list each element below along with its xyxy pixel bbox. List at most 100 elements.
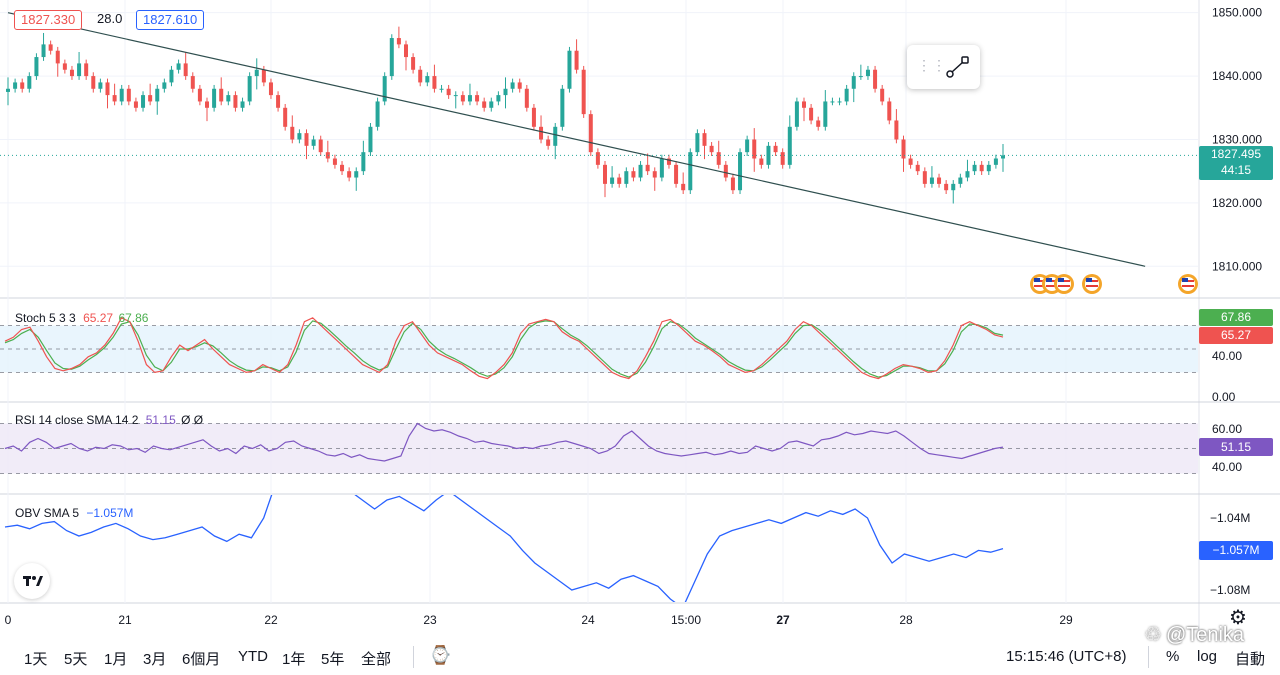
candle-body	[695, 133, 700, 153]
ask-price-tag: 1827.610	[136, 10, 205, 30]
candle-body	[993, 158, 998, 165]
candle-body	[126, 88, 131, 102]
obv-label-row: OBV SMA 5 −1.057M	[15, 506, 133, 520]
candle-body	[581, 69, 586, 115]
candle-body	[809, 107, 814, 121]
candle-body	[745, 139, 750, 153]
obv-axis-label: −1.04M	[1210, 511, 1250, 525]
candle-body	[496, 95, 501, 102]
time-axis-label: 29	[1059, 613, 1073, 627]
candle-body	[482, 101, 487, 108]
candle-body	[979, 164, 984, 172]
rsi-value: 51.15	[145, 413, 176, 427]
candle-body	[69, 69, 74, 77]
candle-body	[389, 38, 394, 77]
candle-body	[240, 101, 245, 108]
candle-body	[41, 44, 46, 58]
us-flag-stripe	[1058, 285, 1070, 287]
log-toggle[interactable]: log	[1197, 648, 1218, 665]
candle-body	[659, 158, 664, 178]
candle-body	[460, 95, 465, 102]
candle-body	[105, 82, 110, 96]
price-axis-label: 1850.000	[1212, 6, 1262, 20]
candle-body	[873, 69, 878, 89]
rsi-extra: Ø Ø	[181, 413, 204, 427]
range-1m[interactable]: 1月	[104, 651, 128, 668]
range-3m[interactable]: 3月	[143, 651, 167, 668]
goto-date-icon[interactable]: ⌚	[429, 645, 452, 665]
candle-body	[773, 145, 778, 153]
candle-body	[524, 88, 529, 108]
candle-body	[304, 133, 309, 146]
bar-countdown: 44:15	[1220, 163, 1252, 177]
range-ytd[interactable]: YTD	[238, 648, 268, 665]
candle-body	[141, 95, 146, 108]
candle-body	[98, 82, 103, 89]
trend-line-tool-icon[interactable]	[943, 52, 973, 82]
clock-readout[interactable]: 15:15:46 (UTC+8)	[1006, 648, 1127, 665]
candle-body	[190, 76, 195, 89]
range-5d[interactable]: 5天	[64, 651, 88, 668]
range-1y[interactable]: 1年	[282, 651, 306, 668]
candle-body	[674, 164, 679, 184]
bottom-toolbar: 1天 5天 1月 3月 6個月 YTD 1年 5年 全部 ⌚ 15:15:46 …	[0, 640, 1280, 675]
candle-body	[503, 88, 508, 96]
time-axis-label: 28	[899, 613, 913, 627]
candle-body	[91, 76, 96, 89]
range-all[interactable]: 全部	[361, 651, 392, 668]
candle-body	[439, 88, 444, 90]
candle-body	[794, 101, 799, 127]
candle-body	[972, 164, 977, 172]
candle-body	[446, 88, 451, 96]
time-axis-label: 0	[5, 613, 12, 627]
candle-body	[929, 177, 934, 184]
us-flag-canton	[1182, 278, 1188, 282]
percent-toggle[interactable]: %	[1166, 648, 1180, 665]
candle-body	[752, 139, 757, 159]
drag-handle-icon[interactable]: ⋮⋮	[917, 57, 947, 73]
candle-body	[27, 76, 32, 89]
stoch-label: Stoch 5 3 3	[15, 311, 76, 325]
candle-body	[553, 126, 558, 146]
us-event-icon	[1082, 274, 1102, 294]
stoch-k-line	[4, 317, 1004, 380]
candle-body	[375, 101, 380, 127]
range-1d[interactable]: 1天	[24, 651, 48, 668]
candle-body	[347, 171, 352, 178]
obv-label: OBV SMA 5	[15, 506, 80, 520]
candle-body	[119, 88, 124, 102]
candle-body	[787, 126, 792, 165]
candle-body	[276, 95, 281, 108]
range-6m[interactable]: 6個月	[182, 651, 221, 668]
candle-body	[475, 95, 480, 102]
tradingview-logo[interactable]	[14, 563, 50, 599]
auto-toggle[interactable]: 自動	[1235, 651, 1266, 668]
candle-body	[62, 63, 67, 70]
candle-body	[425, 76, 430, 83]
range-5y[interactable]: 5年	[321, 651, 345, 668]
drawing-toolbox[interactable]: ⋮⋮	[907, 45, 980, 89]
candle-body	[13, 82, 18, 89]
candle-body	[112, 95, 117, 102]
candle-body	[560, 88, 565, 127]
obv-line	[4, 495, 1004, 602]
candle-body	[254, 69, 259, 77]
candle-body	[709, 145, 714, 153]
candle-body	[247, 76, 252, 102]
settings-gear-icon[interactable]: ⚙	[1229, 607, 1247, 629]
candle-body	[340, 164, 345, 172]
us-flag-canton	[1058, 278, 1064, 282]
candle-body	[645, 164, 650, 172]
candle-body	[638, 164, 643, 178]
candle-body	[908, 158, 913, 165]
candle-body	[702, 133, 707, 146]
candle-body	[780, 152, 785, 165]
candle-body	[851, 76, 856, 89]
candle-body	[176, 63, 181, 70]
candle-body	[738, 152, 743, 191]
candle-body	[617, 177, 622, 184]
tv-logo-icon	[23, 576, 43, 586]
stoch-axis-label: 0.00	[1212, 390, 1236, 404]
